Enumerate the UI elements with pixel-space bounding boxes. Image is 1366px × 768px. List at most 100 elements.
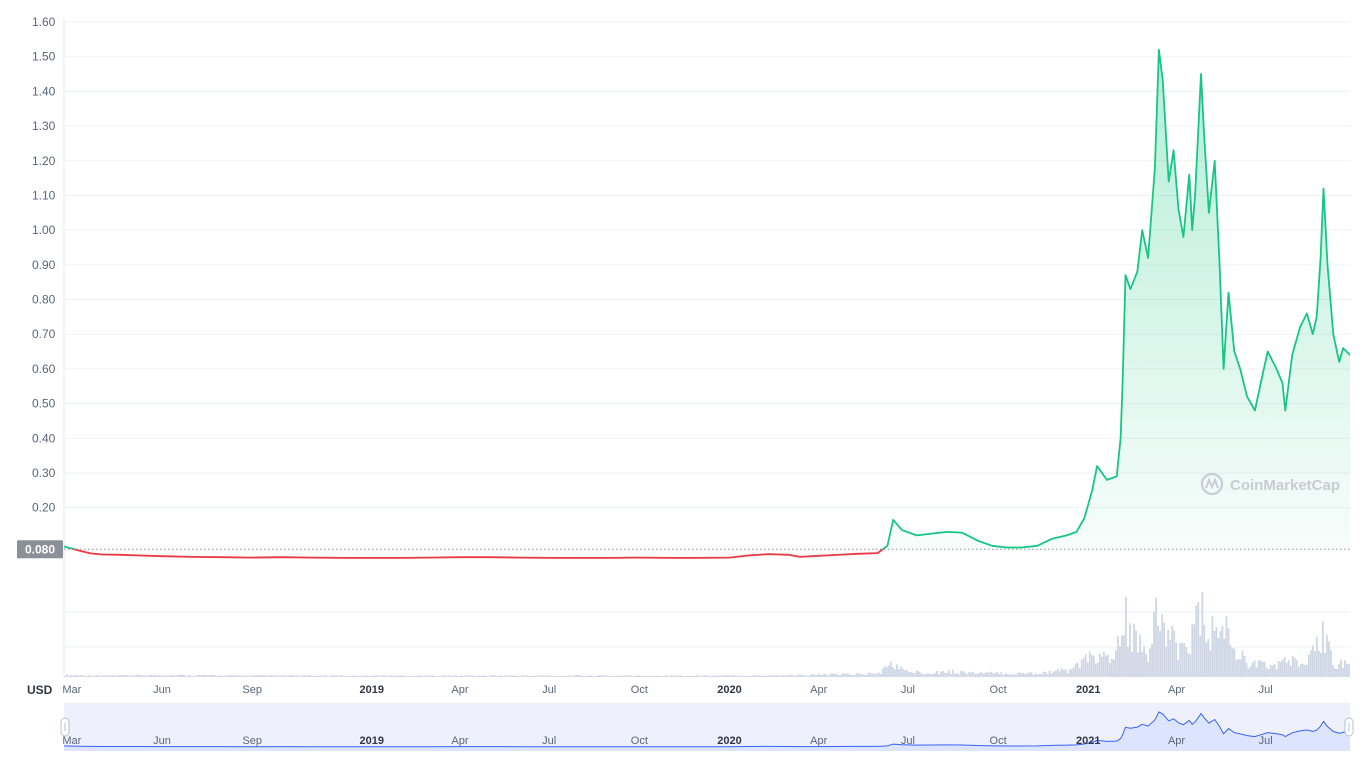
price-point[interactable] [88,551,93,556]
price-point[interactable] [1140,228,1145,233]
price-point[interactable] [1176,207,1181,212]
price-point[interactable] [1004,545,1009,550]
price-point[interactable] [1166,179,1171,184]
price-point[interactable] [1212,158,1217,163]
price-point[interactable] [1181,235,1186,240]
price-point[interactable] [914,533,919,538]
price-point[interactable] [118,552,123,557]
price-point[interactable] [891,517,896,522]
price-point[interactable] [1199,72,1204,77]
price-point[interactable] [69,546,74,551]
price-point[interactable] [1280,380,1285,385]
price-point[interactable] [1135,269,1140,274]
price-point[interactable] [1298,325,1303,330]
price-point[interactable] [279,555,284,560]
price-point[interactable] [577,555,582,560]
price-point[interactable] [746,553,751,558]
price-point[interactable] [1171,148,1176,153]
price-point[interactable] [1074,529,1079,534]
price-point[interactable] [339,555,344,560]
price-point[interactable] [487,555,492,560]
price-point[interactable] [1274,366,1279,371]
price-point[interactable] [1206,210,1211,215]
price-point[interactable] [1232,349,1237,354]
price-point[interactable] [547,555,552,560]
price-point[interactable] [875,551,880,556]
price-point[interactable] [809,554,814,559]
price-point[interactable] [369,555,374,560]
price-point[interactable] [1019,545,1024,550]
price-point[interactable] [1341,346,1346,351]
price-point[interactable] [607,555,612,560]
price-point[interactable] [1104,477,1109,482]
price-point[interactable] [1328,297,1333,302]
price-point[interactable] [1160,78,1165,83]
price-point[interactable] [219,555,224,560]
price-point[interactable] [1265,349,1270,354]
price-point[interactable] [1090,488,1095,493]
price-point[interactable] [457,555,462,560]
price-point[interactable] [1226,290,1231,295]
price-point[interactable] [1095,464,1100,469]
price-point[interactable] [637,555,642,560]
price-point[interactable] [727,555,732,560]
price-point[interactable] [400,555,405,560]
price-point[interactable] [78,548,83,553]
price-point[interactable] [1258,380,1263,385]
price-point[interactable] [1348,353,1353,358]
price-point[interactable] [1337,359,1342,364]
price-point[interactable] [786,552,791,557]
price-point[interactable] [1118,436,1123,441]
price-point[interactable] [1082,516,1087,521]
price-point[interactable] [885,543,890,548]
price-point[interactable] [1217,262,1222,267]
price-point[interactable] [1318,255,1323,260]
price-point[interactable] [945,529,950,534]
price-point[interactable] [1221,366,1226,371]
range-navigator[interactable]: Mar Jun Sep 2019 Apr Jul Oct 2020 Apr Jul Oct 2021 A… [60,703,1354,751]
price-point[interactable] [309,555,314,560]
price-point[interactable] [1064,533,1069,538]
price-point[interactable] [1238,366,1243,371]
price-point[interactable] [160,554,165,559]
price-point[interactable] [1050,536,1055,541]
price-point[interactable] [1314,314,1319,319]
price-point[interactable] [1331,332,1336,337]
price-point[interactable] [138,553,143,558]
price-point[interactable] [1310,332,1315,337]
price-point[interactable] [1114,474,1119,479]
price-point[interactable] [189,554,194,559]
price-point[interactable] [427,555,432,560]
price-point[interactable] [900,528,905,533]
price-point[interactable] [975,538,980,543]
price-point[interactable] [1321,186,1326,191]
price-point[interactable] [1152,165,1157,170]
price-point[interactable] [1252,408,1257,413]
price-point[interactable] [1290,353,1295,358]
price-point[interactable] [1325,262,1330,267]
price-point[interactable] [929,531,934,536]
price-point[interactable] [1304,311,1309,316]
price-point[interactable] [1146,255,1151,260]
price-point[interactable] [250,555,255,560]
price-point[interactable] [1201,131,1206,136]
price-point[interactable] [830,553,835,558]
price-point[interactable] [990,543,995,548]
price-point[interactable] [1120,380,1125,385]
price-point[interactable] [1128,287,1133,292]
price-point[interactable] [959,530,964,535]
price-point[interactable] [766,552,771,557]
price-point[interactable] [697,555,702,560]
price-point[interactable] [1123,273,1128,278]
price-point[interactable] [1283,408,1288,413]
price-point[interactable] [854,551,859,556]
price-point[interactable] [1190,228,1195,233]
price-point[interactable] [1035,543,1040,548]
price-point[interactable] [1187,172,1192,177]
price-point[interactable] [1193,193,1198,198]
price-point[interactable] [667,555,672,560]
price-point[interactable] [1156,47,1161,52]
price-point[interactable] [100,552,105,557]
price-point[interactable] [798,554,803,559]
